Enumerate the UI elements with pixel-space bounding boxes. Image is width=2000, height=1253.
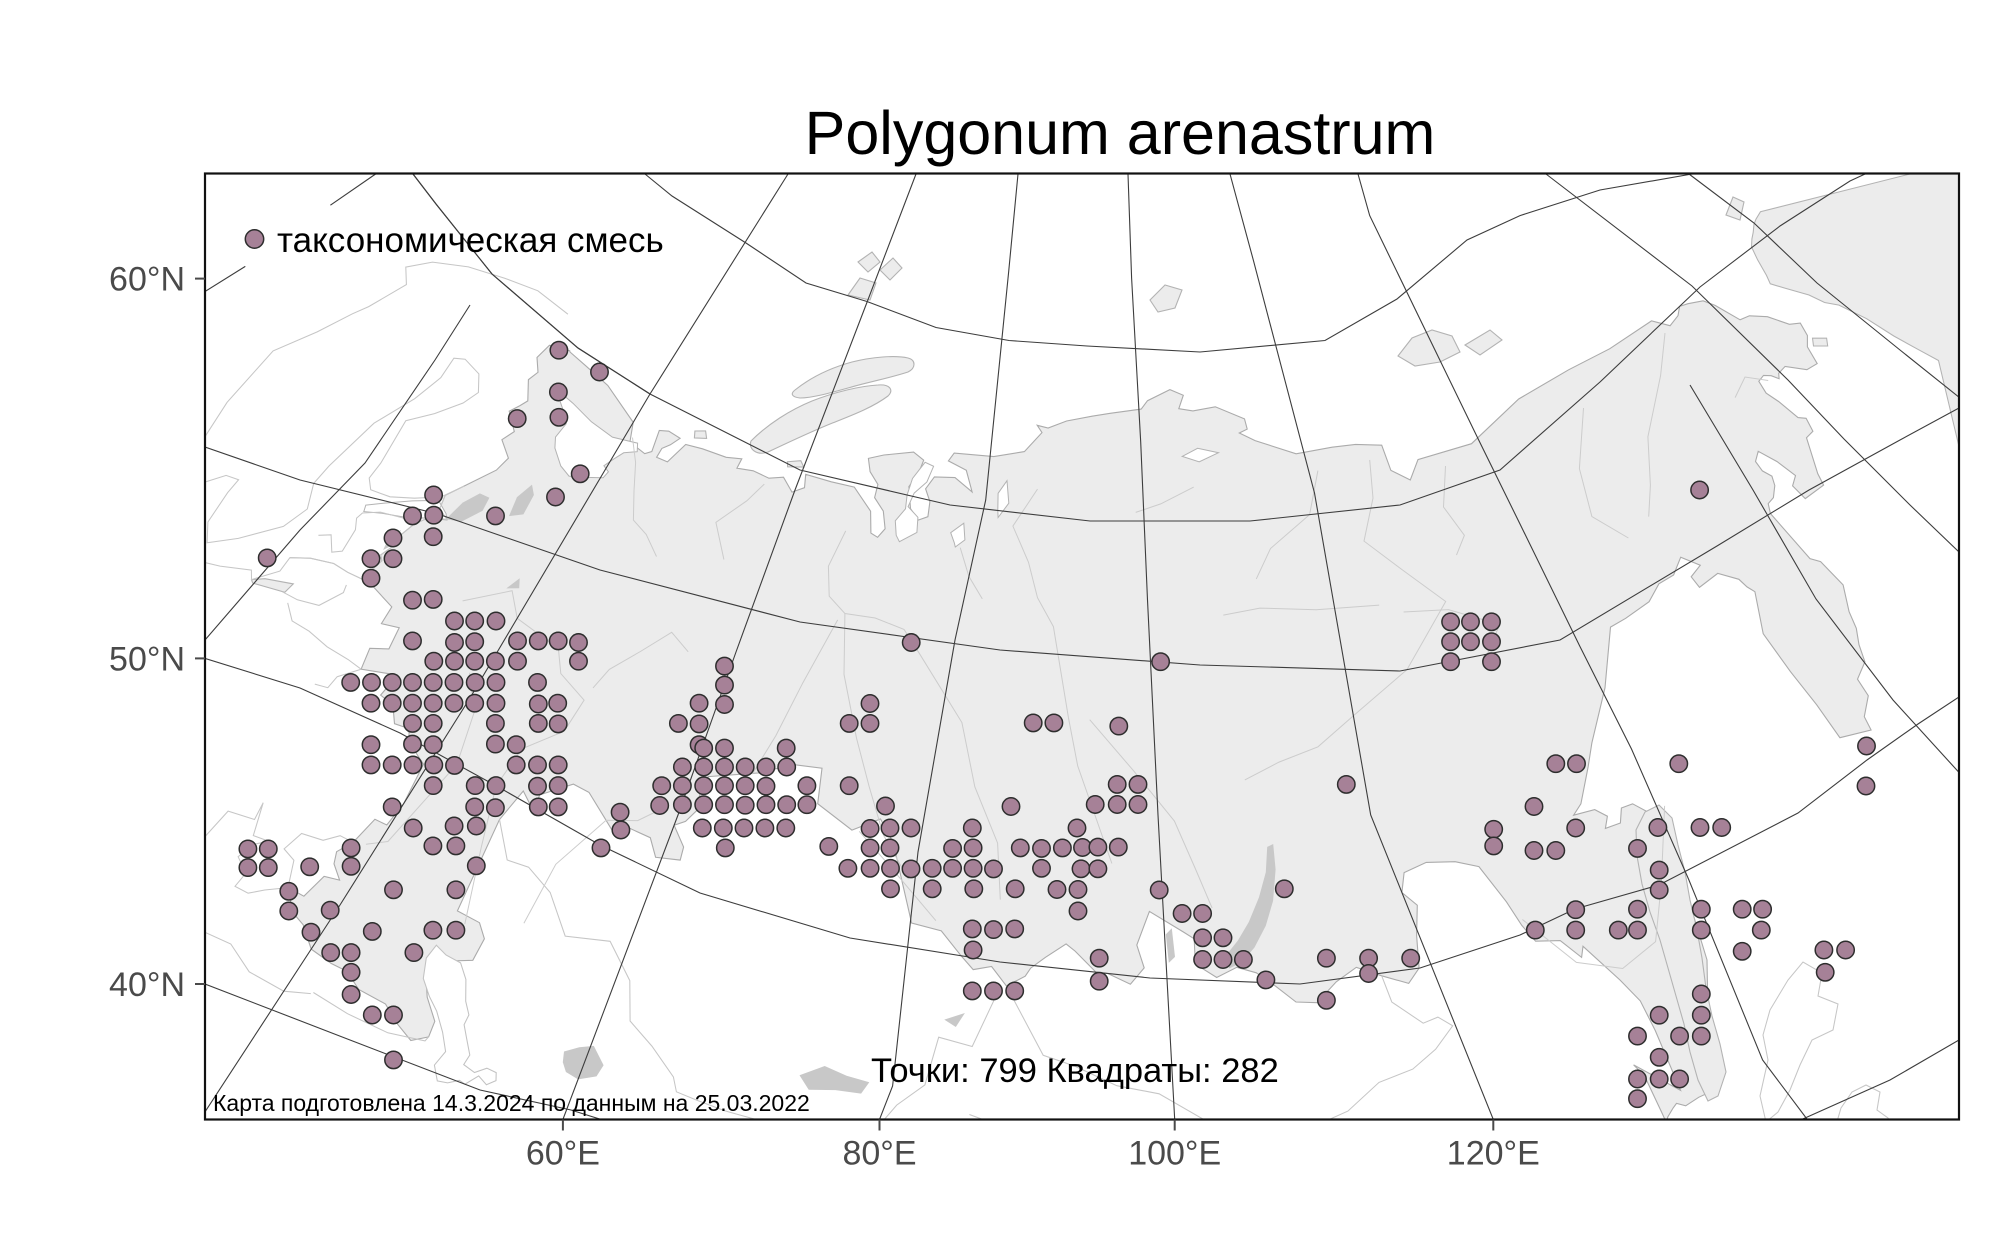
svg-text:60°E: 60°E (526, 1135, 600, 1173)
svg-text:Точки: 799 Квадраты: 282: Точки: 799 Квадраты: 282 (871, 1052, 1279, 1090)
svg-text:50°N: 50°N (109, 640, 185, 678)
svg-text:Polygonum arenastrum: Polygonum arenastrum (805, 99, 1436, 167)
svg-text:100°E: 100°E (1128, 1135, 1221, 1173)
svg-text:Карта подготовлена 14.3.2024 п: Карта подготовлена 14.3.2024 по данным н… (213, 1090, 810, 1116)
svg-text:40°N: 40°N (109, 966, 185, 1004)
svg-text:60°N: 60°N (109, 261, 185, 299)
svg-text:120°E: 120°E (1447, 1135, 1540, 1173)
svg-text:таксономическая смесь: таксономическая смесь (277, 221, 664, 260)
svg-text:80°E: 80°E (842, 1135, 916, 1173)
